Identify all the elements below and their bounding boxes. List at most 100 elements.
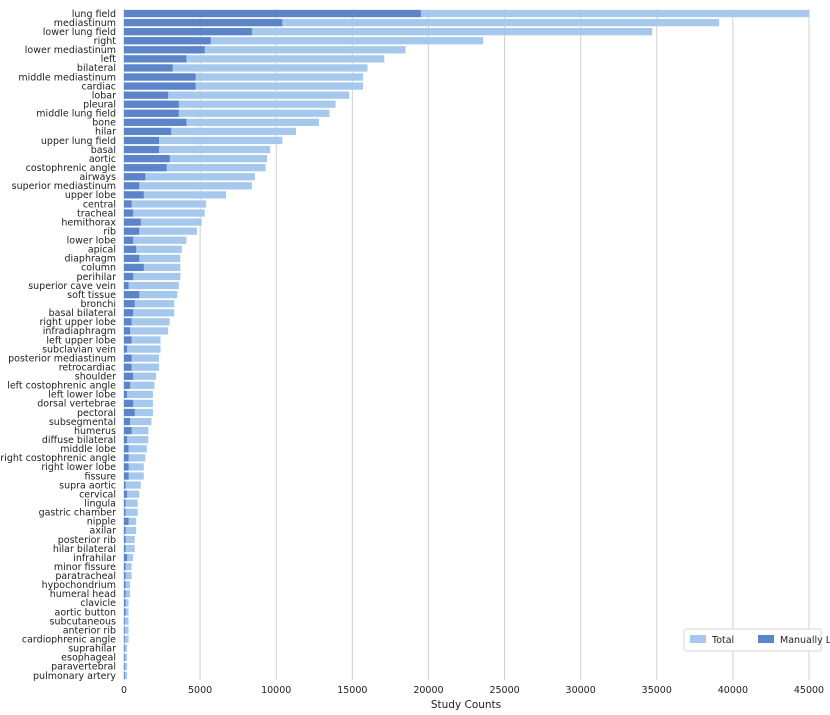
bar-total-lower-lung-field	[124, 28, 653, 36]
bar-total-infrahilar	[124, 553, 134, 562]
y-tick-label-lower-lobe: lower lobe	[67, 236, 116, 247]
bar-manual-minor-fissure	[124, 563, 126, 571]
bar-total-posterior-rib	[124, 535, 135, 544]
legend-box	[683, 628, 822, 652]
bar-total-perihilar	[124, 272, 181, 281]
bar-manual-aortic	[124, 154, 170, 163]
bar-manual-shoulder	[124, 372, 134, 380]
bar-manual-lower-lobe	[124, 236, 134, 244]
bar-total-costophrenic-angle	[124, 164, 266, 172]
y-tick-label-anterior-rib: anterior rib	[63, 625, 116, 636]
x-tick-label-15000: 15000	[337, 685, 367, 696]
bar-manual-supra-aortic	[124, 481, 126, 489]
bar-total-apical	[124, 245, 182, 253]
bar-total-pleural	[124, 100, 336, 108]
bar-manual-retrocardiac	[124, 363, 132, 371]
bar-total-pectoral	[124, 408, 153, 417]
y-tick-label-axilar: axilar	[90, 526, 117, 537]
bar-total-right-upper-lobe	[124, 318, 170, 326]
bar-manual-clavicle	[124, 599, 126, 607]
bar-total-fissure	[124, 472, 144, 480]
y-tick-label-apical: apical	[88, 245, 116, 256]
y-tick-label-subsegmental: subsegmental	[49, 417, 116, 428]
series-manually-labeled	[124, 9, 421, 680]
legend-swatch-total	[690, 635, 706, 643]
bar-manual-left-upper-lobe	[124, 336, 132, 344]
bar-total-lingula	[124, 499, 138, 507]
x-tick-labels: 0 5000 10000 15000 20000 25000 30000 35000 40000…	[121, 685, 824, 696]
y-tick-label-gastric-chamber: gastric chamber	[39, 508, 117, 519]
bar-total-anterior-rib	[124, 626, 129, 634]
y-tick-label-tracheal: tracheal	[77, 208, 116, 219]
y-tick-label-right-costophrenic-angle: right costophrenic angle	[0, 453, 116, 464]
bar-total-axilar	[124, 526, 137, 535]
y-tick-label-posterior-mediastinum: posterior mediastinum	[8, 353, 116, 364]
y-tick-label-cervical: cervical	[79, 489, 116, 500]
bar-total-paratracheal	[124, 572, 132, 580]
y-tick-label-supra-aortic: supra aortic	[59, 480, 116, 491]
bar-total-diffuse-bilateral	[124, 436, 149, 444]
bar-manual-lower-mediastinum	[124, 46, 205, 54]
y-tick-label-middle-mediastinum: middle mediastinum	[18, 72, 116, 83]
bar-total-mediastinum	[124, 18, 720, 27]
y-tick-label-esophageal: esophageal	[61, 653, 116, 664]
bar-manual-posterior-mediastinum	[124, 354, 132, 362]
y-tick-label-perihilar: perihilar	[77, 272, 117, 283]
x-tick-label-10000: 10000	[261, 685, 291, 696]
bar-total-upper-lobe	[124, 191, 226, 199]
bar-total-cervical	[124, 490, 140, 498]
y-tick-label-column: column	[81, 263, 116, 274]
y-tick-label-right: right	[94, 36, 117, 47]
y-tick-label-left-costophrenic-angle: left costophrenic angle	[7, 381, 116, 392]
bar-manual-superior-mediastinum	[124, 182, 140, 190]
bar-manual-cervical	[124, 490, 128, 498]
bar-manual-left	[124, 55, 187, 63]
bar-manual-paratracheal	[124, 572, 126, 580]
y-tick-label-bilateral: bilateral	[77, 63, 116, 74]
series-total	[124, 9, 809, 680]
y-tick-label-bronchi: bronchi	[81, 299, 116, 310]
bar-manual-perihilar	[124, 272, 134, 281]
y-tick-label-airways: airways	[79, 172, 116, 183]
y-tick-label-basal: basal	[91, 145, 116, 156]
bar-manual-cardiophrenic-angle	[124, 635, 125, 643]
bar-manual-axilar	[124, 526, 126, 535]
bar-total-lower-lobe	[124, 236, 187, 244]
bar-total-clavicle	[124, 599, 129, 607]
y-tick-label-lower-lung-field: lower lung field	[43, 27, 116, 38]
bar-total-soft-tissue	[124, 291, 178, 299]
bar-manual-pectoral	[124, 408, 135, 417]
bar-manual-diffuse-bilateral	[124, 436, 128, 444]
bar-manual-basal	[124, 145, 160, 154]
bar-total-infradiaphragm	[124, 327, 169, 335]
bar-total-central	[124, 200, 207, 208]
bar-manual-gastric-chamber	[124, 508, 126, 516]
bar-manual-cardiac	[124, 82, 196, 90]
legend-swatch-manually-labeled	[758, 635, 774, 643]
bar-manual-airways	[124, 173, 146, 181]
bar-manual-hypochondrium	[124, 581, 126, 589]
y-tick-label-shoulder: shoulder	[75, 372, 116, 383]
y-tick-label-hemithorax: hemithorax	[61, 217, 116, 228]
bar-manual-humerus	[124, 427, 132, 435]
bar-total-retrocardiac	[124, 363, 160, 371]
bar-total-subclavian-vein	[124, 345, 161, 353]
bar-total-bronchi	[124, 300, 175, 308]
y-tick-label-dorsal-vertebrae: dorsal vertebrae	[37, 399, 116, 410]
x-tick-label-40000: 40000	[718, 685, 748, 696]
bar-manual-superior-cave-vein	[124, 281, 129, 290]
bar-total-hilar	[124, 127, 297, 136]
y-tick-label-hilar: hilar	[95, 127, 116, 138]
bar-manual-paravertebral	[124, 662, 125, 671]
y-tick-label-suprahilar: suprahilar	[68, 644, 116, 655]
bar-manual-subsegmental	[124, 417, 131, 426]
y-tick-label-cardiac: cardiac	[82, 81, 117, 92]
y-tick-label-clavicle: clavicle	[80, 598, 116, 609]
y-tick-label-cardiophrenic-angle: cardiophrenic angle	[22, 634, 116, 645]
bar-total-humeral-head	[124, 590, 131, 598]
bar-manual-subcutaneous	[124, 617, 125, 625]
y-tick-label-bone: bone	[92, 118, 116, 129]
bar-total-minor-fissure	[124, 563, 132, 571]
y-tick-label-paratracheal: paratracheal	[55, 571, 116, 582]
